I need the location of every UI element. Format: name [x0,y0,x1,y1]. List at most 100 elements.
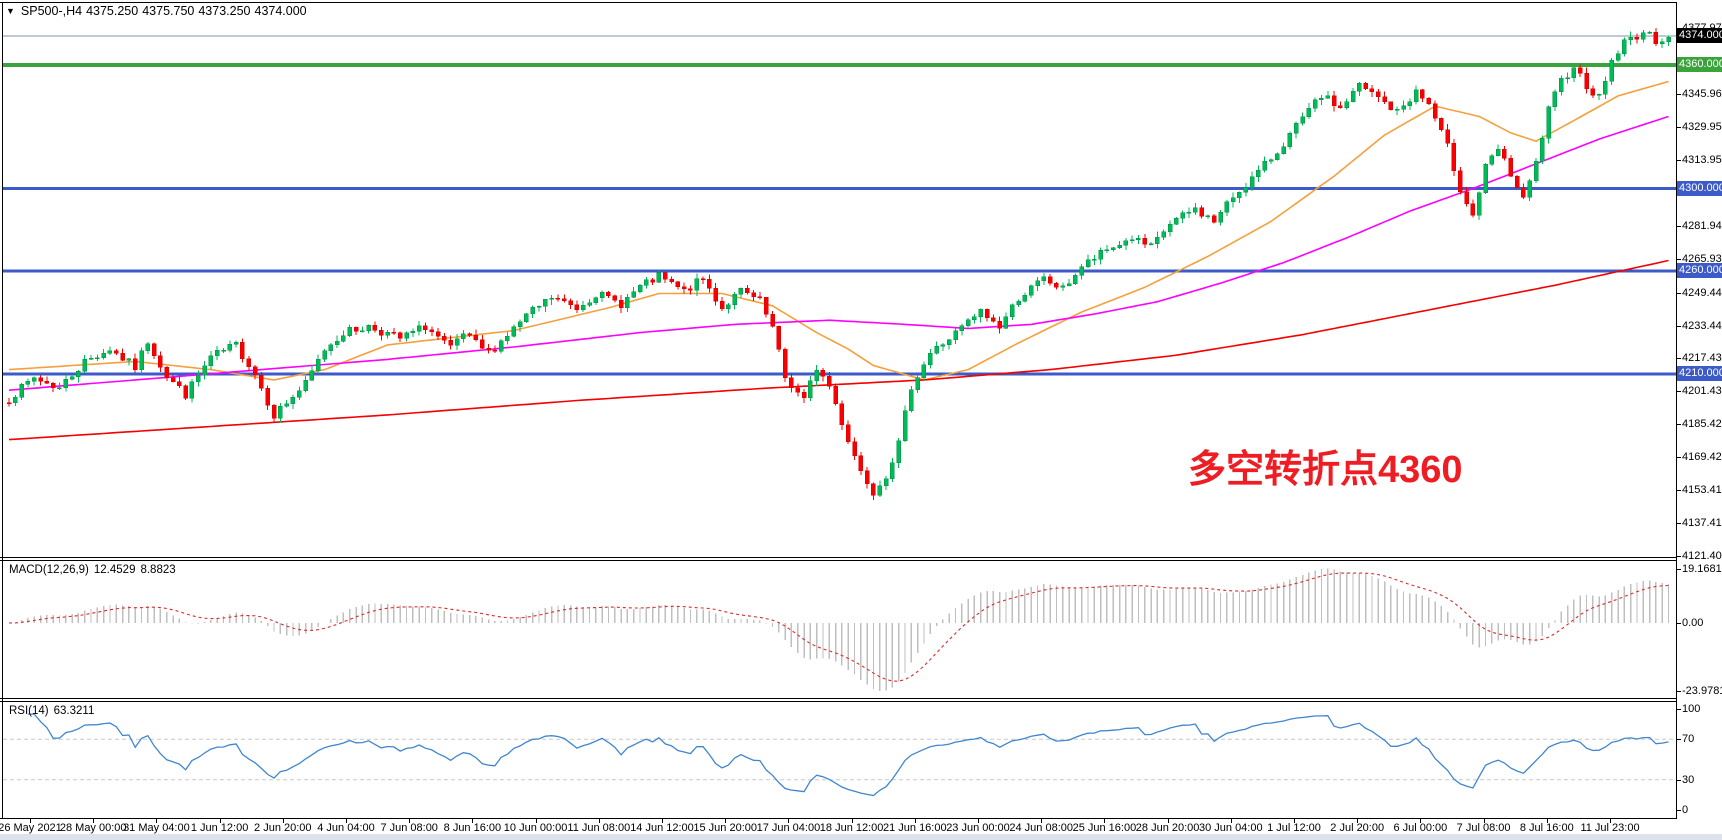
price-axis-tick [1676,225,1681,227]
pane-separator[interactable] [0,557,1677,558]
rsi-canvas[interactable] [3,702,1676,817]
time-axis-tick [1041,818,1043,823]
price-badge-4260.000: 4260.000 [1677,262,1722,278]
rsi-value: 63.3211 [53,705,95,717]
date-label: 7 Jun 08:00 [380,822,438,834]
time-axis-tick [282,818,284,823]
time-axis-tick [725,818,727,823]
quote-close: 4374.000 [254,4,307,18]
rsi-tick-label: 30 [1682,773,1695,786]
main-chart-canvas[interactable] [3,3,1676,557]
rsi-tick-label: 100 [1682,703,1701,715]
date-label: 15 Jun 20:00 [693,822,757,834]
time-axis-tick [30,818,31,823]
price-axis-tick [1676,523,1681,525]
ma-slow [8,259,1669,441]
time-axis-tick [1546,818,1548,823]
time-axis-tick [1483,818,1485,823]
macd-axis-tick [1676,623,1681,624]
date-label: 1 Jul 12:00 [1267,822,1321,834]
rsi-axis-tick [1676,739,1681,741]
time-axis-tick [851,818,853,823]
price-axis-tick [1676,258,1681,260]
price-badge-4360.000: 4360.000 [1677,56,1722,72]
annotation-label[interactable]: 多空转折点4360 [1188,449,1463,491]
time-axis-tick [662,818,663,823]
date-label: 24 Jun 08:00 [1009,822,1073,834]
pane-separator[interactable] [0,560,1677,561]
time-axis-tick [1230,818,1232,823]
symbol-title: SP500-,H4 [20,4,83,18]
time-axis-tick [598,818,600,823]
date-label: 17 Jun 04:00 [756,822,821,834]
date-label: 4 Jun 04:00 [317,822,375,834]
date-label: 30 Jun 04:00 [1198,822,1263,834]
price-tick-label: 4169.420 [1682,451,1722,464]
price-axis-tick [1676,358,1681,360]
date-label: 11 Jul 23:00 [1580,822,1640,834]
quote-high: 4375.750 [142,4,195,18]
time-axis-line [0,818,1677,819]
price-axis-tick [1676,292,1681,294]
price-badge-4300.000: 4300.000 [1677,180,1722,196]
pane-top-border [0,2,1677,3]
price-axis-tick [1676,424,1681,426]
macd-canvas[interactable] [3,561,1676,697]
rsi-axis-tick [1676,810,1681,811]
price-tick-label: 4185.425 [1682,418,1722,431]
macd-axis-tick [1676,568,1681,570]
ma-medium [8,115,1669,391]
bottom-strip [0,834,1722,840]
time-axis-tick [1610,818,1611,823]
rsi-tick-label: 0 [1682,804,1689,816]
date-label: 23 Jun 00:00 [946,822,1010,834]
macd-signal-line [8,572,1669,682]
date-label: 28 Jun 20:00 [1135,822,1200,834]
macd-tick-label: 0.00 [1682,617,1704,629]
rsi-label: RSI(14) [9,705,49,717]
price-tick-label: 4329.955 [1682,120,1722,133]
date-label: 14 Jun 12:00 [630,822,694,834]
time-axis-tick [93,818,95,823]
pane-separator[interactable] [0,701,1677,702]
time-axis-tick [472,818,474,823]
date-label: 11 Jun 08:00 [567,822,631,834]
price-tick-label: 4281.940 [1682,219,1722,232]
time-axis-tick [346,818,347,823]
symbol-dropdown-icon[interactable]: ▼ [6,6,15,16]
date-label: 28 May 00:00 [59,822,127,834]
price-axis-tick [1676,93,1681,95]
price-axis-line [1676,2,1677,819]
price-tick-label: 4217.435 [1682,352,1722,365]
price-badge-4374.000: 4374.000 [1677,28,1722,44]
date-label: 8 Jul 16:00 [1519,822,1574,834]
date-label: 10 Jun 00:00 [503,822,568,834]
time-axis-tick [156,818,158,823]
macd-tick-label: 19.1681 [1682,562,1722,575]
pane-separator[interactable] [0,698,1677,699]
price-tick-label: 4249.445 [1682,286,1722,299]
chart-left-border [2,2,3,818]
time-axis-tick [914,818,916,823]
date-label: 18 Jun 12:00 [819,822,884,834]
quote-open: 4375.250 [86,4,139,18]
date-label: 6 Jul 00:00 [1393,822,1448,834]
time-axis-tick [978,818,979,823]
price-tick-label: 4345.960 [1682,87,1722,100]
time-axis-tick [1357,818,1359,823]
price-axis-tick [1676,457,1681,459]
price-axis-tick [1676,126,1681,128]
price-axis-tick [1676,159,1681,161]
time-axis-tick [219,818,221,823]
candles [6,28,1671,500]
macd-signal-value: 8.8823 [140,564,176,576]
price-axis-tick [1676,325,1681,327]
price-axis-tick [1676,391,1681,393]
macd-tick-label: -23.9781 [1682,684,1722,697]
rsi-line [27,713,1669,797]
price-tick-label: 4233.440 [1682,319,1722,332]
date-label: 26 May 2021 [0,822,62,834]
date-label: 8 Jun 16:00 [443,822,502,834]
time-axis-tick [1167,818,1169,823]
quote-low: 4373.250 [198,4,251,18]
